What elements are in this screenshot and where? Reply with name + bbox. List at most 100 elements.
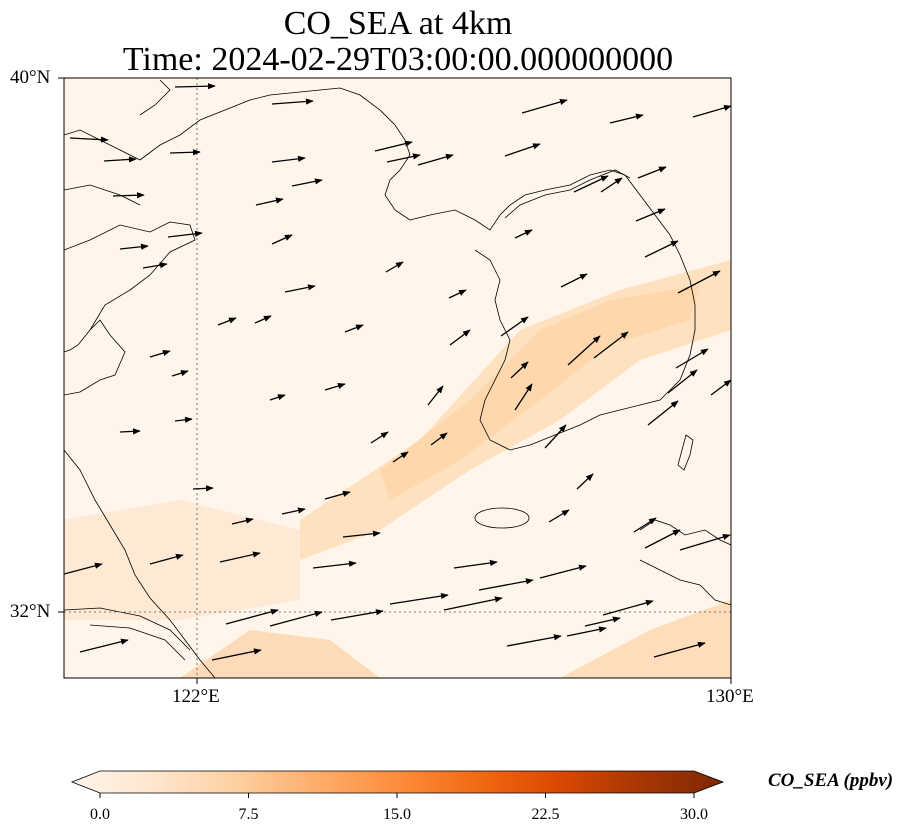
wind-vector (430, 432, 448, 446)
wind-vector (584, 616, 621, 627)
wind-vector (600, 177, 623, 193)
wind-vector (385, 261, 404, 273)
wind-vector (679, 534, 731, 551)
colorbar (70, 770, 725, 794)
wind-vector (269, 394, 286, 401)
wind-vector (211, 648, 262, 661)
wind-vector (647, 400, 679, 426)
wind-vector (417, 153, 454, 166)
wind-vector (392, 451, 409, 463)
wind-vector (566, 626, 607, 637)
wind-vector (219, 551, 261, 563)
wind-vector (324, 490, 351, 500)
wind-vector (653, 641, 706, 658)
colorbar-tick-30: 30.0 (680, 806, 708, 823)
map-subtitle-time: Time: 2024-02-29T03:00:00.000000000 (122, 41, 674, 78)
wind-vector (548, 509, 570, 523)
wind-vector (389, 592, 449, 605)
wind-vector (521, 98, 568, 114)
korea-border (504, 169, 631, 219)
wind-vector (510, 361, 529, 379)
lon-label-122e: 122°E (172, 686, 220, 707)
jiangsu-coast (64, 449, 216, 678)
wind-vector (112, 192, 145, 199)
wind-vector (478, 578, 534, 591)
lat-label-32n: 32°N (10, 601, 51, 622)
jeju-island (474, 507, 530, 529)
wind-vector (69, 136, 109, 143)
wind-vector (171, 370, 189, 377)
wind-vector (677, 270, 721, 294)
wind-vector (453, 559, 498, 569)
wind-vector (374, 140, 413, 152)
map-frame (63, 77, 732, 679)
wind-vector (64, 562, 103, 575)
korea-east-coast (624, 174, 696, 391)
wind-vector (514, 229, 533, 239)
axis-ticks (58, 77, 732, 684)
wind-vector (560, 273, 588, 288)
liaodong-coast (139, 87, 411, 221)
wind-vector (342, 530, 381, 538)
wind-vector (312, 560, 357, 569)
wind-vector (271, 98, 314, 105)
wind-vector (635, 208, 666, 222)
wind-vector (271, 234, 293, 245)
colorbar-ticks (99, 793, 695, 798)
gridlines (64, 78, 731, 678)
yangtze-estuary (64, 607, 191, 661)
wind-vector (217, 317, 237, 326)
wind-vector (344, 324, 364, 333)
lat-label-40n: 40°N (10, 67, 51, 88)
wind-vector (667, 369, 698, 394)
colorbar-label: CO_SEA (ppbv) (768, 770, 894, 791)
wind-vector (576, 473, 594, 490)
wind-vector (386, 153, 421, 163)
wind-vector (692, 104, 731, 118)
wind-vector (593, 331, 629, 359)
wind-vector (602, 599, 654, 616)
wind-vector (254, 315, 272, 324)
wind-vector (370, 431, 389, 444)
colorbar-tick-7-5: 7.5 (238, 806, 259, 823)
wind-vector (149, 553, 184, 565)
wind-vector (269, 610, 323, 627)
wind-vector (103, 156, 137, 163)
wind-vector (539, 564, 587, 579)
wind-vector (644, 240, 679, 258)
colorbar-tick-0: 0.0 (90, 806, 110, 823)
wind-vector (324, 383, 346, 391)
wind-vector (609, 113, 644, 124)
wind-vector (448, 289, 467, 299)
tsushima-island (677, 434, 694, 471)
wind-vector (167, 230, 203, 238)
korea-west-coast (409, 169, 671, 451)
wind-vector (149, 350, 171, 358)
wind-vector (174, 83, 216, 90)
wind-vector (567, 335, 601, 366)
wind-vector (330, 609, 384, 621)
co-plume-southeast (560, 600, 731, 678)
wind-vector (255, 197, 284, 206)
wind-vector (281, 507, 306, 515)
colorbar-tick-22-5: 22.5 (531, 806, 560, 823)
wind-vectors (64, 83, 731, 661)
wind-vector (500, 316, 529, 337)
wind-vector (119, 243, 149, 250)
wind-vector (192, 485, 214, 492)
wind-vector (504, 143, 541, 157)
wind-vector (544, 424, 567, 449)
wind-vector (284, 284, 316, 293)
wind-vector (119, 428, 141, 435)
wind-vector (573, 175, 609, 193)
wind-vector (644, 529, 681, 549)
wind-vector (231, 517, 254, 525)
wind-vector (443, 596, 503, 611)
co-plume-west (64, 500, 300, 620)
wind-vector (142, 262, 168, 269)
wind-vector (225, 608, 279, 625)
shandong-coast (64, 319, 126, 396)
wind-vector (427, 385, 444, 406)
wind-vector (449, 329, 471, 346)
